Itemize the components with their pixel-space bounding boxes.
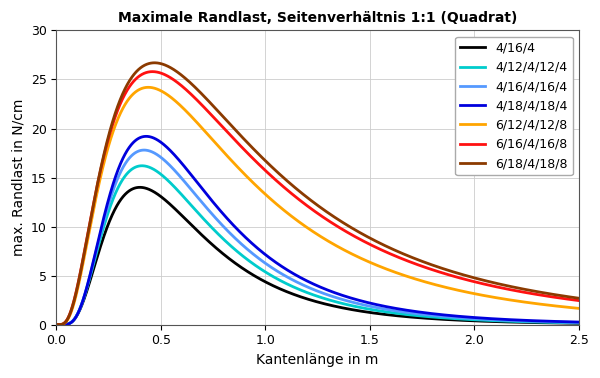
6/16/4/16/8 — [307, 206, 314, 211]
4/18/4/18/4 — [307, 280, 314, 285]
6/16/4/16/8 — [80, 256, 87, 260]
4/16/4/16/4 — [140, 148, 148, 152]
4/16/4/16/4 — [464, 316, 472, 321]
6/16/4/16/8 — [560, 296, 568, 301]
4/16/4 — [575, 321, 583, 325]
Line: 4/12/4/12/4: 4/12/4/12/4 — [56, 166, 579, 325]
Legend: 4/16/4, 4/12/4/12/4, 4/16/4/16/4, 4/18/4/18/4, 6/12/4/12/8, 6/16/4/16/8, 6/18/4/: 4/16/4, 4/12/4/12/4, 4/16/4/16/4, 4/18/4… — [455, 37, 573, 175]
Line: 4/16/4: 4/16/4 — [56, 187, 579, 325]
4/12/4/12/4 — [464, 317, 472, 322]
6/18/4/18/8 — [464, 274, 472, 279]
4/12/4/12/4 — [139, 164, 146, 168]
4/16/4 — [293, 293, 301, 298]
Line: 4/18/4/18/4: 4/18/4/18/4 — [56, 136, 579, 325]
4/12/4/12/4 — [293, 286, 301, 291]
6/16/4/16/8 — [464, 278, 472, 282]
6/12/4/12/8 — [464, 290, 472, 295]
4/16/4/16/4 — [307, 286, 314, 291]
6/18/4/18/8 — [307, 198, 314, 203]
6/12/4/12/8 — [560, 305, 568, 309]
4/12/4/12/4 — [560, 321, 568, 325]
6/12/4/12/8 — [53, 322, 60, 327]
4/16/4/16/4 — [53, 322, 60, 327]
Title: Maximale Randlast, Seitenverhältnis 1:1 (Quadrat): Maximale Randlast, Seitenverhältnis 1:1 … — [118, 11, 517, 25]
4/12/4/12/4 — [307, 292, 314, 296]
6/18/4/18/8 — [560, 294, 568, 298]
6/18/4/18/8 — [293, 187, 301, 192]
Y-axis label: max. Randlast in N/cm: max. Randlast in N/cm — [11, 99, 25, 256]
6/16/4/16/8 — [149, 69, 156, 74]
4/18/4/18/4 — [293, 273, 301, 278]
6/12/4/12/8 — [80, 260, 87, 265]
6/18/4/18/8 — [80, 257, 87, 261]
4/18/4/18/4 — [560, 319, 568, 324]
4/18/4/18/4 — [143, 134, 150, 139]
6/18/4/18/8 — [560, 294, 568, 298]
4/18/4/18/4 — [464, 315, 472, 319]
4/12/4/12/4 — [575, 321, 583, 325]
6/16/4/16/8 — [575, 298, 583, 303]
6/12/4/12/8 — [575, 306, 583, 311]
6/18/4/18/8 — [53, 322, 60, 327]
4/16/4 — [560, 321, 568, 325]
Line: 6/18/4/18/8: 6/18/4/18/8 — [56, 63, 579, 325]
6/16/4/16/8 — [293, 196, 301, 200]
4/18/4/18/4 — [80, 297, 87, 302]
4/16/4 — [80, 299, 87, 304]
Line: 4/16/4/16/4: 4/16/4/16/4 — [56, 150, 579, 325]
6/16/4/16/8 — [560, 296, 568, 301]
4/18/4/18/4 — [560, 319, 568, 324]
4/16/4 — [464, 318, 472, 323]
4/18/4/18/4 — [53, 322, 60, 327]
6/12/4/12/8 — [560, 305, 568, 309]
6/12/4/12/8 — [293, 218, 301, 223]
4/16/4/16/4 — [80, 297, 87, 302]
4/16/4 — [560, 321, 568, 325]
6/18/4/18/8 — [151, 60, 158, 65]
4/12/4/12/4 — [53, 322, 60, 327]
4/12/4/12/4 — [80, 298, 87, 302]
4/18/4/18/4 — [575, 320, 583, 324]
6/18/4/18/8 — [575, 296, 583, 301]
4/16/4/16/4 — [560, 320, 568, 324]
4/16/4/16/4 — [560, 320, 568, 324]
Line: 6/16/4/16/8: 6/16/4/16/8 — [56, 71, 579, 325]
Line: 6/12/4/12/8: 6/12/4/12/8 — [56, 87, 579, 325]
4/16/4 — [136, 185, 143, 190]
6/16/4/16/8 — [53, 322, 60, 327]
6/12/4/12/8 — [145, 85, 152, 90]
4/16/4/16/4 — [293, 280, 301, 284]
4/16/4 — [53, 322, 60, 327]
4/16/4 — [307, 298, 314, 302]
6/12/4/12/8 — [307, 228, 314, 232]
4/16/4/16/4 — [575, 320, 583, 325]
X-axis label: Kantenlänge in m: Kantenlänge in m — [256, 353, 379, 367]
4/12/4/12/4 — [560, 321, 568, 325]
